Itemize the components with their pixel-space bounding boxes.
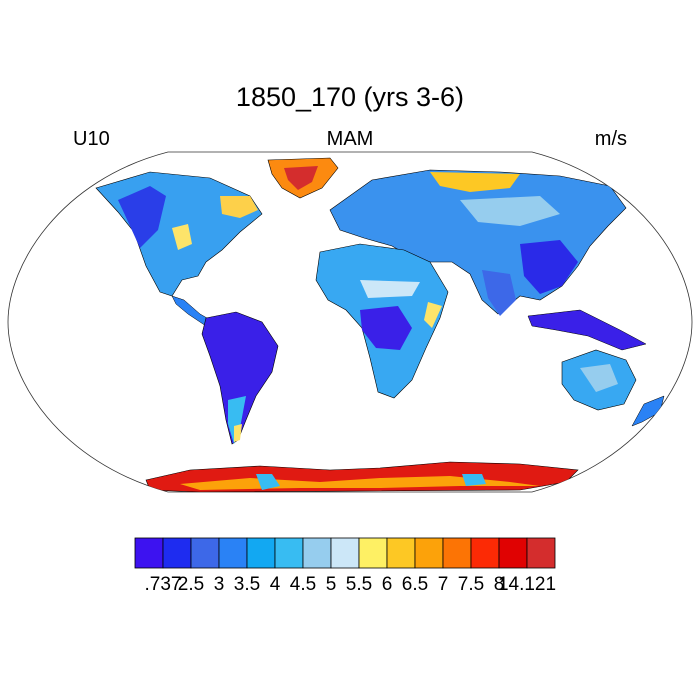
colorbar-tick-label: 7.5 [458, 574, 484, 595]
colorbar-swatch [218, 537, 248, 569]
colorbar-swatch [134, 537, 164, 569]
land-antarctica-blue [256, 474, 486, 490]
colorbar-tick-label: 5 [326, 574, 337, 595]
land-na-center-yellow [172, 224, 192, 250]
colorbar-tick-label: 8 [494, 574, 505, 595]
land-sa-tip-yellow [234, 424, 242, 442]
plot-title: 1850_170 (yrs 3-6) [235, 82, 465, 112]
land-australia-light [580, 364, 618, 392]
season-label: MAM [326, 128, 374, 150]
colorbar-tick-label: 4 [270, 574, 281, 595]
colorbar-swatch [442, 537, 472, 569]
land-asia-light [460, 196, 560, 226]
land-sa-south [228, 396, 246, 444]
land-china-blue [520, 240, 578, 294]
land-indonesia [527, 309, 647, 351]
land-hudson-yellow [220, 196, 258, 218]
world-map [7, 151, 693, 493]
land-greenland-inner [284, 166, 318, 190]
colorbar-tick-label: .737 [145, 574, 182, 595]
land-africa-center-blue [360, 306, 412, 350]
land-india [482, 270, 516, 316]
colorbar-swatch [526, 537, 556, 569]
colorbar-swatch [386, 537, 416, 569]
land-south-america [201, 311, 279, 445]
colorbar-swatch [274, 537, 304, 569]
units-label: m/s [594, 128, 627, 150]
colorbar-swatch [302, 537, 332, 569]
colorbar-tick-label: 6 [382, 574, 393, 595]
colorbar-tick-label: 3.5 [234, 574, 260, 595]
variable-label: U10 [73, 128, 110, 150]
colorbar-tick-label: 6.5 [402, 574, 428, 595]
land-new-zealand [631, 395, 665, 427]
colorbar-swatch [358, 537, 388, 569]
colorbar-swatch [246, 537, 276, 569]
colorbar-tick-label: 14.121 [498, 574, 556, 595]
colorbar-tick-label: 7 [438, 574, 449, 595]
colorbar-swatch [162, 537, 192, 569]
colorbar-tick-label: 3 [214, 574, 225, 595]
colorbar-tick-label: 4.5 [290, 574, 316, 595]
colorbar-tick-label: 5.5 [346, 574, 372, 595]
colorbar-swatch [414, 537, 444, 569]
land-horn-yellow [424, 302, 442, 328]
land-na-west-blue [118, 186, 166, 248]
colorbar-swatch [190, 537, 220, 569]
colorbar-swatch [330, 537, 360, 569]
land-siberia-yellow [430, 172, 520, 192]
land-sahara-light [360, 280, 420, 298]
colorbar-tick-label: 2.5 [178, 574, 204, 595]
colorbar-swatch [470, 537, 500, 569]
colorbar-swatch [498, 537, 528, 569]
